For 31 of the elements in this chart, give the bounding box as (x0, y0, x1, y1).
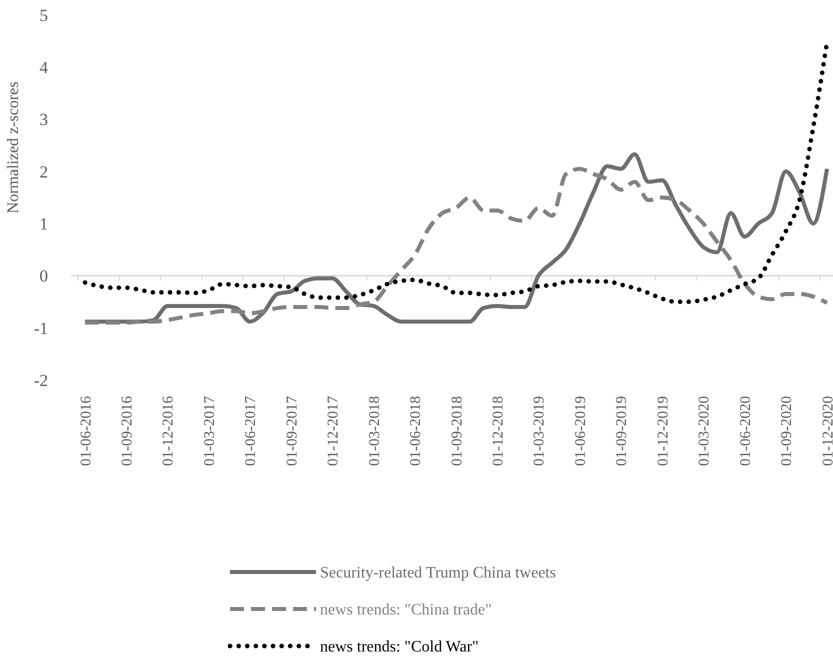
x-tick-label: 01-09-2017 (284, 396, 300, 466)
x-tick-label: 01-06-2019 (572, 396, 589, 466)
x-tick-label: 01-09-2016 (119, 396, 136, 466)
y-axis-title: Normalized z-scores (5, 82, 22, 214)
x-tick-label: 01-09-2019 (614, 396, 630, 466)
y-tick-label: 4 (40, 58, 48, 78)
x-tick-label: 01-06-2018 (408, 396, 424, 466)
x-tick-label: 01-12-2016 (160, 396, 177, 466)
x-tick-label: 01-03-2017 (202, 396, 218, 466)
x-tick-label: 01-12-2019 (655, 396, 672, 466)
y-tick-label: 3 (40, 110, 48, 130)
text: news trends: "Cold War" (320, 638, 479, 656)
y-tick-label: -2 (34, 370, 48, 390)
text: Security-related Trump China tweets (320, 564, 556, 582)
x-tick-label: 01-09-2020 (779, 396, 796, 466)
text: news trends: "China trade" (320, 602, 492, 619)
y-tick-label: -1 (34, 318, 48, 338)
y-tick-label: 2 (40, 162, 48, 182)
x-tick-label: 01-06-2020 (738, 396, 754, 466)
x-tick-label: 01-03-2020 (696, 396, 713, 466)
y-tick-label: 5 (40, 6, 48, 25)
x-tick-label: 01-12-2017 (326, 396, 342, 466)
x-tick-label: 01-06-2017 (243, 396, 260, 466)
x-tick-label: 01-03-2019 (532, 396, 548, 466)
x-tick-label: 01-12-2018 (490, 396, 506, 466)
y-tick-label: 0 (40, 266, 48, 286)
x-tick-label: 01-06-2016 (78, 396, 94, 466)
x-tick-label: 01-09-2018 (449, 396, 466, 466)
y-tick-label: 1 (40, 214, 48, 234)
x-tick-label: 01-03-2018 (366, 396, 383, 466)
x-tick-label: 01-12-2020 (820, 396, 833, 466)
